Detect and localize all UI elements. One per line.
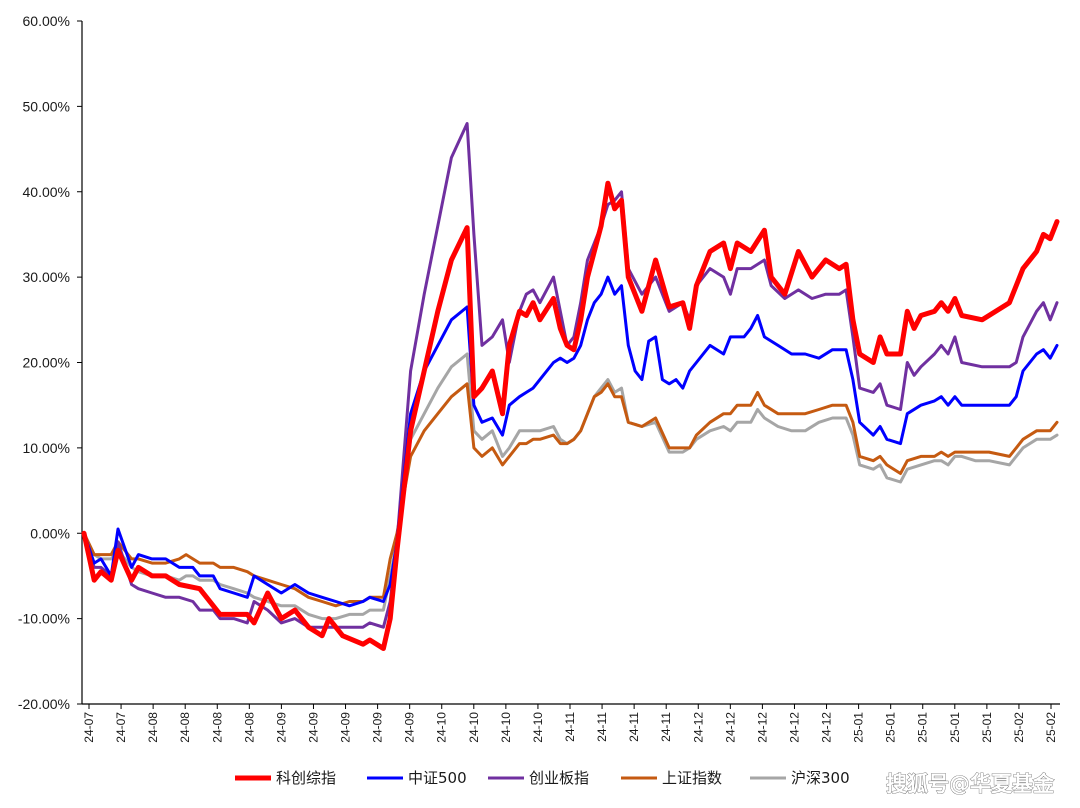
- x-tick-label: 24-11: [627, 712, 641, 742]
- y-tick-label: 50.00%: [23, 98, 70, 114]
- x-tick-label: 24-09: [371, 712, 385, 743]
- y-tick-label: 20.00%: [23, 355, 70, 371]
- x-tick-label: 25-01: [852, 712, 866, 743]
- x-tick-label: 24-11: [595, 712, 609, 742]
- legend-label: 上证指数: [662, 769, 722, 787]
- x-tick-label: 24-08: [242, 712, 256, 743]
- x-tick-label: 25-01: [916, 712, 930, 743]
- x-tick-label: 24-09: [403, 712, 417, 743]
- legend-label: 科创综指: [276, 769, 336, 787]
- x-tick-label: 24-08: [146, 712, 160, 743]
- y-tick-label: 60.00%: [23, 13, 70, 29]
- y-axis: 60.00% 50.00% 40.00% 30.00% 20.00% 10.00% 0.00…: [18, 13, 83, 712]
- y-tick-label: 0.00%: [30, 525, 70, 541]
- x-tick-label: 24-11: [563, 712, 577, 742]
- x-tick-label: 24-10: [531, 712, 545, 743]
- series-line-4: [82, 382, 1059, 608]
- x-tick-label: 24-12: [787, 712, 801, 743]
- series-line-3: [82, 122, 1059, 629]
- x-tick-label: 25-01: [884, 712, 898, 743]
- y-tick-label: -20.00%: [18, 696, 70, 712]
- x-tick-label: 24-07: [82, 712, 96, 743]
- x-tick-label: 24-08: [178, 712, 192, 743]
- x-tick-label: 25-02: [1044, 712, 1058, 743]
- x-tick-label: 24-12: [691, 712, 705, 743]
- x-tick-label: 24-12: [755, 712, 769, 743]
- x-tick-label: 24-09: [339, 712, 353, 743]
- legend-label: 创业板指: [529, 769, 589, 787]
- x-tick-label: 24-07: [114, 712, 128, 743]
- y-tick-label: 40.00%: [23, 184, 70, 200]
- legend-label: 中证500: [408, 769, 467, 787]
- x-tick-label: 24-10: [467, 712, 481, 743]
- x-tick-label: 24-12: [723, 712, 737, 743]
- x-tick-label: 25-01: [948, 712, 962, 743]
- series-line-1: [81, 180, 1060, 651]
- x-tick-label: 24-08: [210, 712, 224, 743]
- x-axis: 24-07 24-07 24-08 24-08 24-08 24-08 24-09 24-09…: [82, 703, 1060, 743]
- y-tick-label: -10.00%: [18, 611, 70, 627]
- series-line-2: [82, 275, 1059, 608]
- x-tick-label: 24-10: [435, 712, 449, 743]
- x-tick-label: 25-01: [980, 712, 994, 743]
- legend-label: 沪深300: [791, 769, 850, 787]
- series-lines: [81, 122, 1060, 651]
- x-tick-label: 24-10: [499, 712, 513, 743]
- watermark: 搜狐号@华夏基金: [886, 772, 1055, 796]
- x-tick-label: 24-11: [659, 712, 673, 742]
- y-tick-label: 10.00%: [23, 440, 70, 456]
- x-tick-label: 24-12: [820, 712, 834, 743]
- y-tick-label: 30.00%: [23, 269, 70, 285]
- x-tick-label: 24-09: [274, 712, 288, 743]
- legend: 科创综指 中证500 创业板指 上证指数 沪深300: [235, 769, 850, 787]
- x-tick-label: 24-09: [306, 712, 320, 743]
- x-tick-label: 25-02: [1012, 712, 1026, 743]
